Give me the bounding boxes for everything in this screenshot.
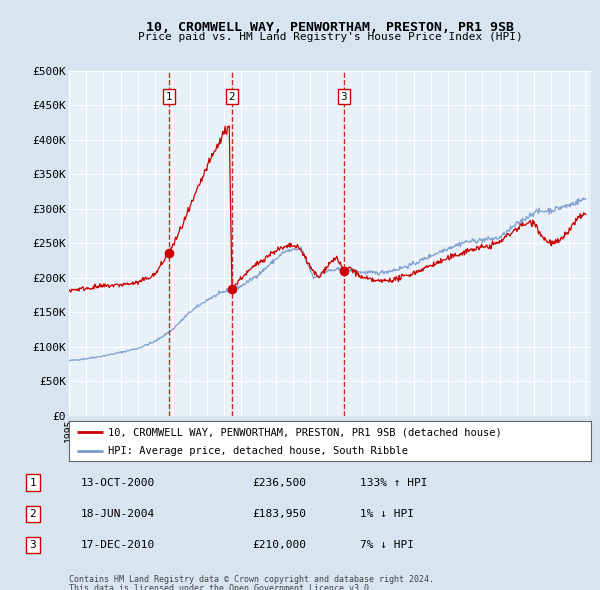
Text: Price paid vs. HM Land Registry's House Price Index (HPI): Price paid vs. HM Land Registry's House …	[137, 32, 523, 42]
Text: £183,950: £183,950	[252, 509, 306, 519]
Text: This data is licensed under the Open Government Licence v3.0.: This data is licensed under the Open Gov…	[69, 584, 374, 590]
Text: HPI: Average price, detached house, South Ribble: HPI: Average price, detached house, Sout…	[108, 445, 408, 455]
Text: 1% ↓ HPI: 1% ↓ HPI	[360, 509, 414, 519]
Text: 3: 3	[29, 540, 37, 550]
Text: 1: 1	[29, 478, 37, 487]
Text: 13-OCT-2000: 13-OCT-2000	[81, 478, 155, 487]
Text: 2: 2	[29, 509, 37, 519]
Text: 17-DEC-2010: 17-DEC-2010	[81, 540, 155, 550]
Text: £210,000: £210,000	[252, 540, 306, 550]
Text: Contains HM Land Registry data © Crown copyright and database right 2024.: Contains HM Land Registry data © Crown c…	[69, 575, 434, 584]
Text: 1: 1	[166, 91, 172, 101]
Text: 18-JUN-2004: 18-JUN-2004	[81, 509, 155, 519]
Text: 2: 2	[229, 91, 235, 101]
Text: 3: 3	[341, 91, 347, 101]
Text: 133% ↑ HPI: 133% ↑ HPI	[360, 478, 427, 487]
Text: 7% ↓ HPI: 7% ↓ HPI	[360, 540, 414, 550]
Text: 10, CROMWELL WAY, PENWORTHAM, PRESTON, PR1 9SB (detached house): 10, CROMWELL WAY, PENWORTHAM, PRESTON, P…	[108, 427, 502, 437]
Text: 10, CROMWELL WAY, PENWORTHAM, PRESTON, PR1 9SB: 10, CROMWELL WAY, PENWORTHAM, PRESTON, P…	[146, 21, 514, 34]
Text: £236,500: £236,500	[252, 478, 306, 487]
